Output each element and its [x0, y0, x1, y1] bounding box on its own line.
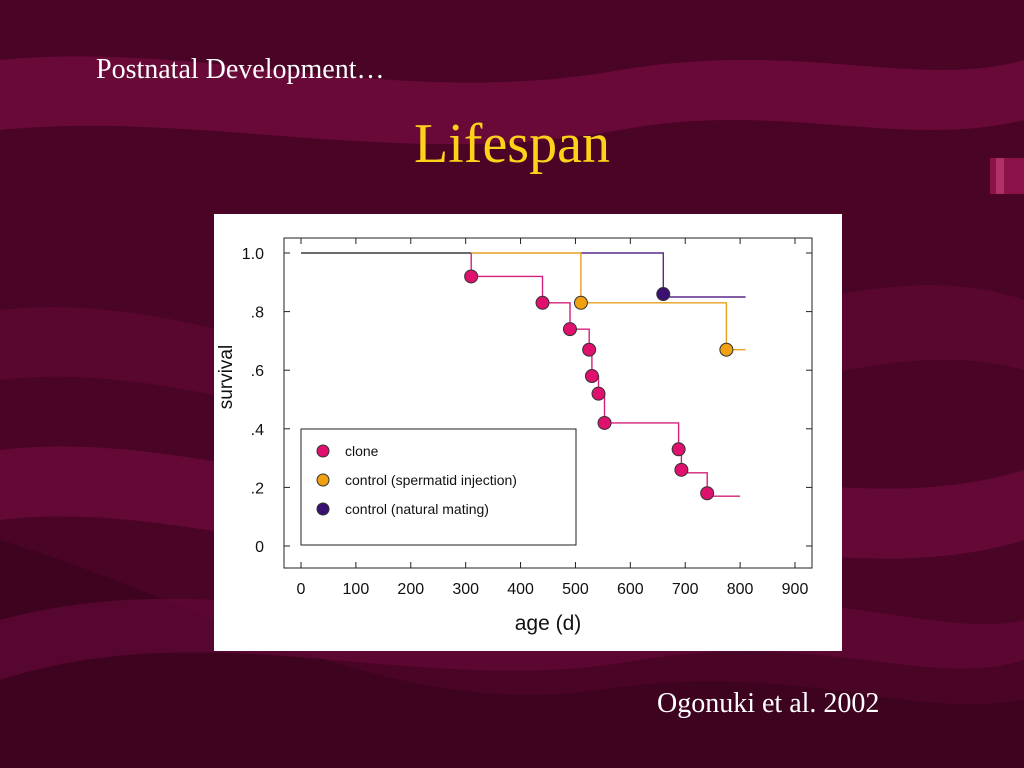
x-tick-label: 0: [297, 581, 306, 598]
legend-marker-0: [316, 444, 330, 458]
series-marker-0: [700, 486, 715, 501]
slide-title: Lifespan: [414, 113, 610, 175]
series-marker-0: [535, 295, 550, 310]
x-tick-label: 600: [617, 581, 644, 598]
series-marker-0: [671, 442, 686, 457]
series-line-2: [580, 252, 746, 298]
series-marker-0: [591, 386, 606, 401]
x-tick-label: 500: [562, 581, 589, 598]
series-marker-0: [582, 342, 597, 357]
survival-chart: 0 .2 .4 .6 .8 1.0 0 100 200 300 400 500 600 700 800 900…: [214, 214, 842, 651]
y-tick-label: .6: [251, 363, 264, 380]
series-marker-0: [584, 369, 599, 384]
series-marker-0: [464, 269, 479, 284]
y-tick-label: .2: [251, 480, 264, 497]
x-tick-label: 100: [343, 581, 370, 598]
series-marker-0: [674, 462, 689, 477]
series-marker-1: [719, 342, 734, 357]
legend-label-0: clone: [345, 443, 379, 459]
legend-label-2: control (natural mating): [345, 501, 489, 517]
x-tick-label: 800: [727, 581, 754, 598]
x-tick-label: 400: [507, 581, 534, 598]
plot-frame: [283, 237, 813, 569]
x-tick-label: 300: [452, 581, 479, 598]
y-tick-label: 0: [255, 539, 264, 556]
series-marker-1: [573, 295, 588, 310]
series-marker-2: [656, 287, 671, 302]
y-tick-label: 1.0: [242, 246, 264, 263]
y-tick-label: .8: [251, 305, 264, 322]
survival-chart-svg: 0 .2 .4 .6 .8 1.0 0 100 200 300 400 500 600 700 800 900…: [216, 237, 813, 635]
series-line-1: [471, 252, 746, 351]
y-axis-label: survival: [216, 345, 237, 409]
legend-label-1: control (spermatid injection): [345, 472, 517, 488]
slide-subtitle: Postnatal Development…: [96, 54, 385, 85]
legend-box: [300, 428, 577, 546]
legend-marker-2: [316, 502, 330, 516]
x-tick-label: 700: [672, 581, 699, 598]
series-marker-0: [562, 322, 577, 337]
citation: Ogonuki et al. 2002: [657, 688, 880, 719]
y-tick-label: .4: [251, 422, 264, 439]
legend-marker-1: [316, 473, 330, 487]
x-tick-label: 900: [782, 581, 809, 598]
x-axis-label: age (d): [515, 612, 582, 635]
series-marker-0: [597, 415, 612, 430]
x-tick-label: 200: [397, 581, 424, 598]
